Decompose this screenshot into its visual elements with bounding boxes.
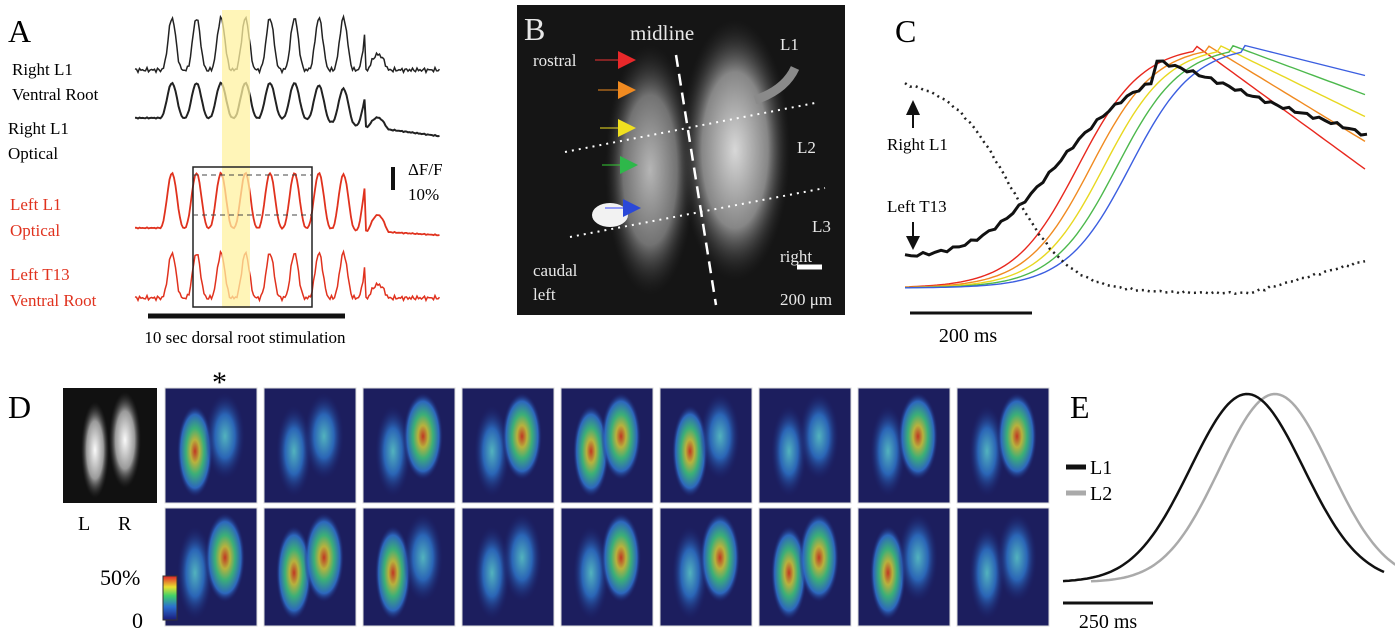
panel-label: D (8, 389, 31, 425)
side-label: R (118, 513, 132, 535)
legend-label: L2 (1090, 483, 1112, 505)
panel-label: B (524, 11, 545, 47)
activity (205, 513, 245, 603)
activity (898, 393, 938, 480)
legend-label: L1 (1090, 457, 1112, 479)
panel-label: E (1070, 389, 1090, 425)
right-label: right (780, 247, 812, 266)
trace-label: Right L1 (887, 135, 948, 154)
activity (601, 393, 641, 480)
colorbar (163, 576, 177, 620)
activity (700, 513, 740, 603)
trace-label: Left T13 (887, 197, 947, 216)
trace-label: Ventral Root (10, 291, 97, 310)
activity (403, 513, 443, 603)
cord-right (680, 20, 790, 280)
trace (135, 83, 440, 136)
trace-label: Optical (10, 221, 60, 240)
segment-label: L3 (812, 217, 831, 236)
cord-right (109, 392, 141, 488)
activity (205, 393, 245, 480)
trace-label: Right L1 (12, 60, 73, 79)
segment-label: L1 (780, 35, 799, 54)
activity (601, 513, 641, 603)
trace (905, 61, 1367, 256)
trace (905, 46, 1365, 288)
frames (165, 388, 1049, 626)
arrow (906, 236, 920, 250)
activity (403, 393, 443, 480)
scale-label: ΔF/F (408, 160, 443, 179)
colorbar-tick: 50% (100, 565, 140, 590)
activity (799, 393, 839, 480)
trace-label: Left L1 (10, 195, 61, 214)
highlight-band (222, 10, 250, 308)
activity (898, 513, 938, 603)
trace (905, 46, 1365, 288)
activity (997, 393, 1037, 480)
activity (304, 393, 344, 480)
scale-label: 200 μm (780, 290, 832, 309)
trace-label: Right L1 (8, 119, 69, 138)
trace (135, 252, 440, 301)
trace-label: Left T13 (10, 265, 70, 284)
window-box (193, 167, 312, 307)
colorbar-tick: 0 (132, 608, 143, 633)
trace-label: Optical (8, 144, 58, 163)
activity (997, 513, 1037, 603)
activity (700, 393, 740, 480)
rostral-label: rostral (533, 51, 577, 70)
activity (799, 513, 839, 603)
trace (135, 17, 440, 73)
segment-label: L2 (797, 138, 816, 157)
scale-label: 250 ms (1079, 611, 1138, 633)
midline-label: midline (630, 21, 694, 45)
side-label: L (78, 513, 90, 535)
trace-label: Ventral Root (12, 85, 99, 104)
activity (502, 513, 542, 603)
panel-label: A (8, 13, 31, 49)
caudal-label: caudal (533, 261, 578, 280)
cord-left (81, 402, 109, 498)
panel-label: C (895, 13, 916, 49)
activity (502, 393, 542, 480)
scale-label: 200 ms (939, 325, 998, 347)
figure: A Right L1 Ventral Root Right L1 Optical… (0, 0, 1395, 636)
stimulus-label: 10 sec dorsal root stimulation (144, 328, 346, 347)
left-label: left (533, 285, 556, 304)
trace (905, 83, 1365, 294)
activity (304, 513, 344, 603)
bright-spot (592, 203, 628, 227)
scale-label: 10% (408, 185, 439, 204)
